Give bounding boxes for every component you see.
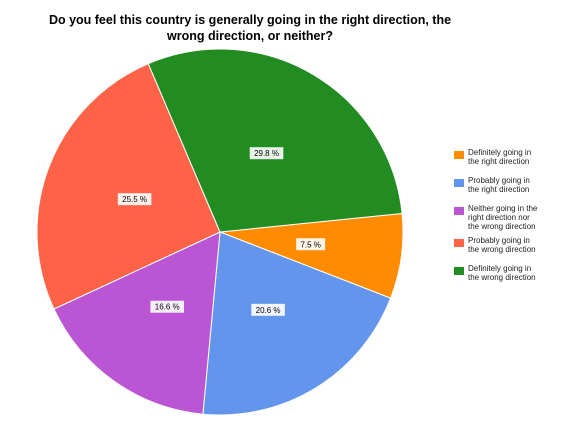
legend-label-line: right direction nor [468, 213, 530, 222]
legend-item-4: Probably going in the wrong direction [454, 236, 566, 264]
svg-text:20.6 %: 20.6 % [256, 306, 281, 315]
legend-label-line: Probably going in [468, 176, 530, 185]
pie-slice-2 [202, 231, 392, 416]
svg-text:16.6 %: 16.6 % [155, 303, 180, 312]
legend-swatch [454, 179, 464, 187]
chart-title: Do you feel this country is generally go… [40, 12, 460, 44]
legend-label-line: Probably going in [468, 236, 530, 245]
legend-swatch [454, 151, 464, 159]
legend-item-5: Definitely going in the wrong direction [454, 264, 566, 292]
svg-text:29.8 %: 29.8 % [254, 149, 279, 158]
legend-item-1: Definitely going in the right direction [454, 148, 566, 176]
slice-value-label-5: 29.8 % [249, 147, 284, 160]
svg-text:25.5 %: 25.5 % [122, 195, 147, 204]
pie-slice-5 [147, 48, 403, 233]
slice-value-label-4: 25.5 % [117, 193, 152, 206]
chart-legend: Definitely going in the right direction Pr… [454, 148, 566, 292]
legend-label-line: Neither going in the [468, 204, 538, 213]
legend-label-line: Definitely going in [468, 148, 532, 157]
legend-label-line: the wrong direction [468, 222, 536, 231]
chart-title-line-1: Do you feel this country is generally go… [48, 13, 452, 27]
slice-value-label-2: 20.6 % [251, 303, 285, 316]
chart-title-line-2: wrong direction, or neither? [167, 29, 333, 43]
legend-label-line: the right direction [468, 185, 530, 194]
slice-value-label-3: 16.6 % [150, 300, 185, 313]
legend-label-line: the wrong direction [468, 245, 536, 254]
legend-item-2: Probably going in the right direction [454, 176, 566, 204]
legend-item-3: Neither going in the right direction nor t… [454, 204, 566, 236]
legend-swatch [454, 267, 464, 275]
legend-label-line: Definitely going in [468, 264, 532, 273]
legend-swatch [454, 239, 464, 247]
svg-text:7.5 %: 7.5 % [300, 240, 320, 249]
pie-slice-3 [53, 231, 221, 415]
slice-value-label-1: 7.5 % [296, 238, 326, 251]
legend-swatch [454, 207, 464, 215]
legend-label-line: the right direction [468, 157, 530, 166]
legend-label-line: the wrong direction [468, 273, 536, 282]
